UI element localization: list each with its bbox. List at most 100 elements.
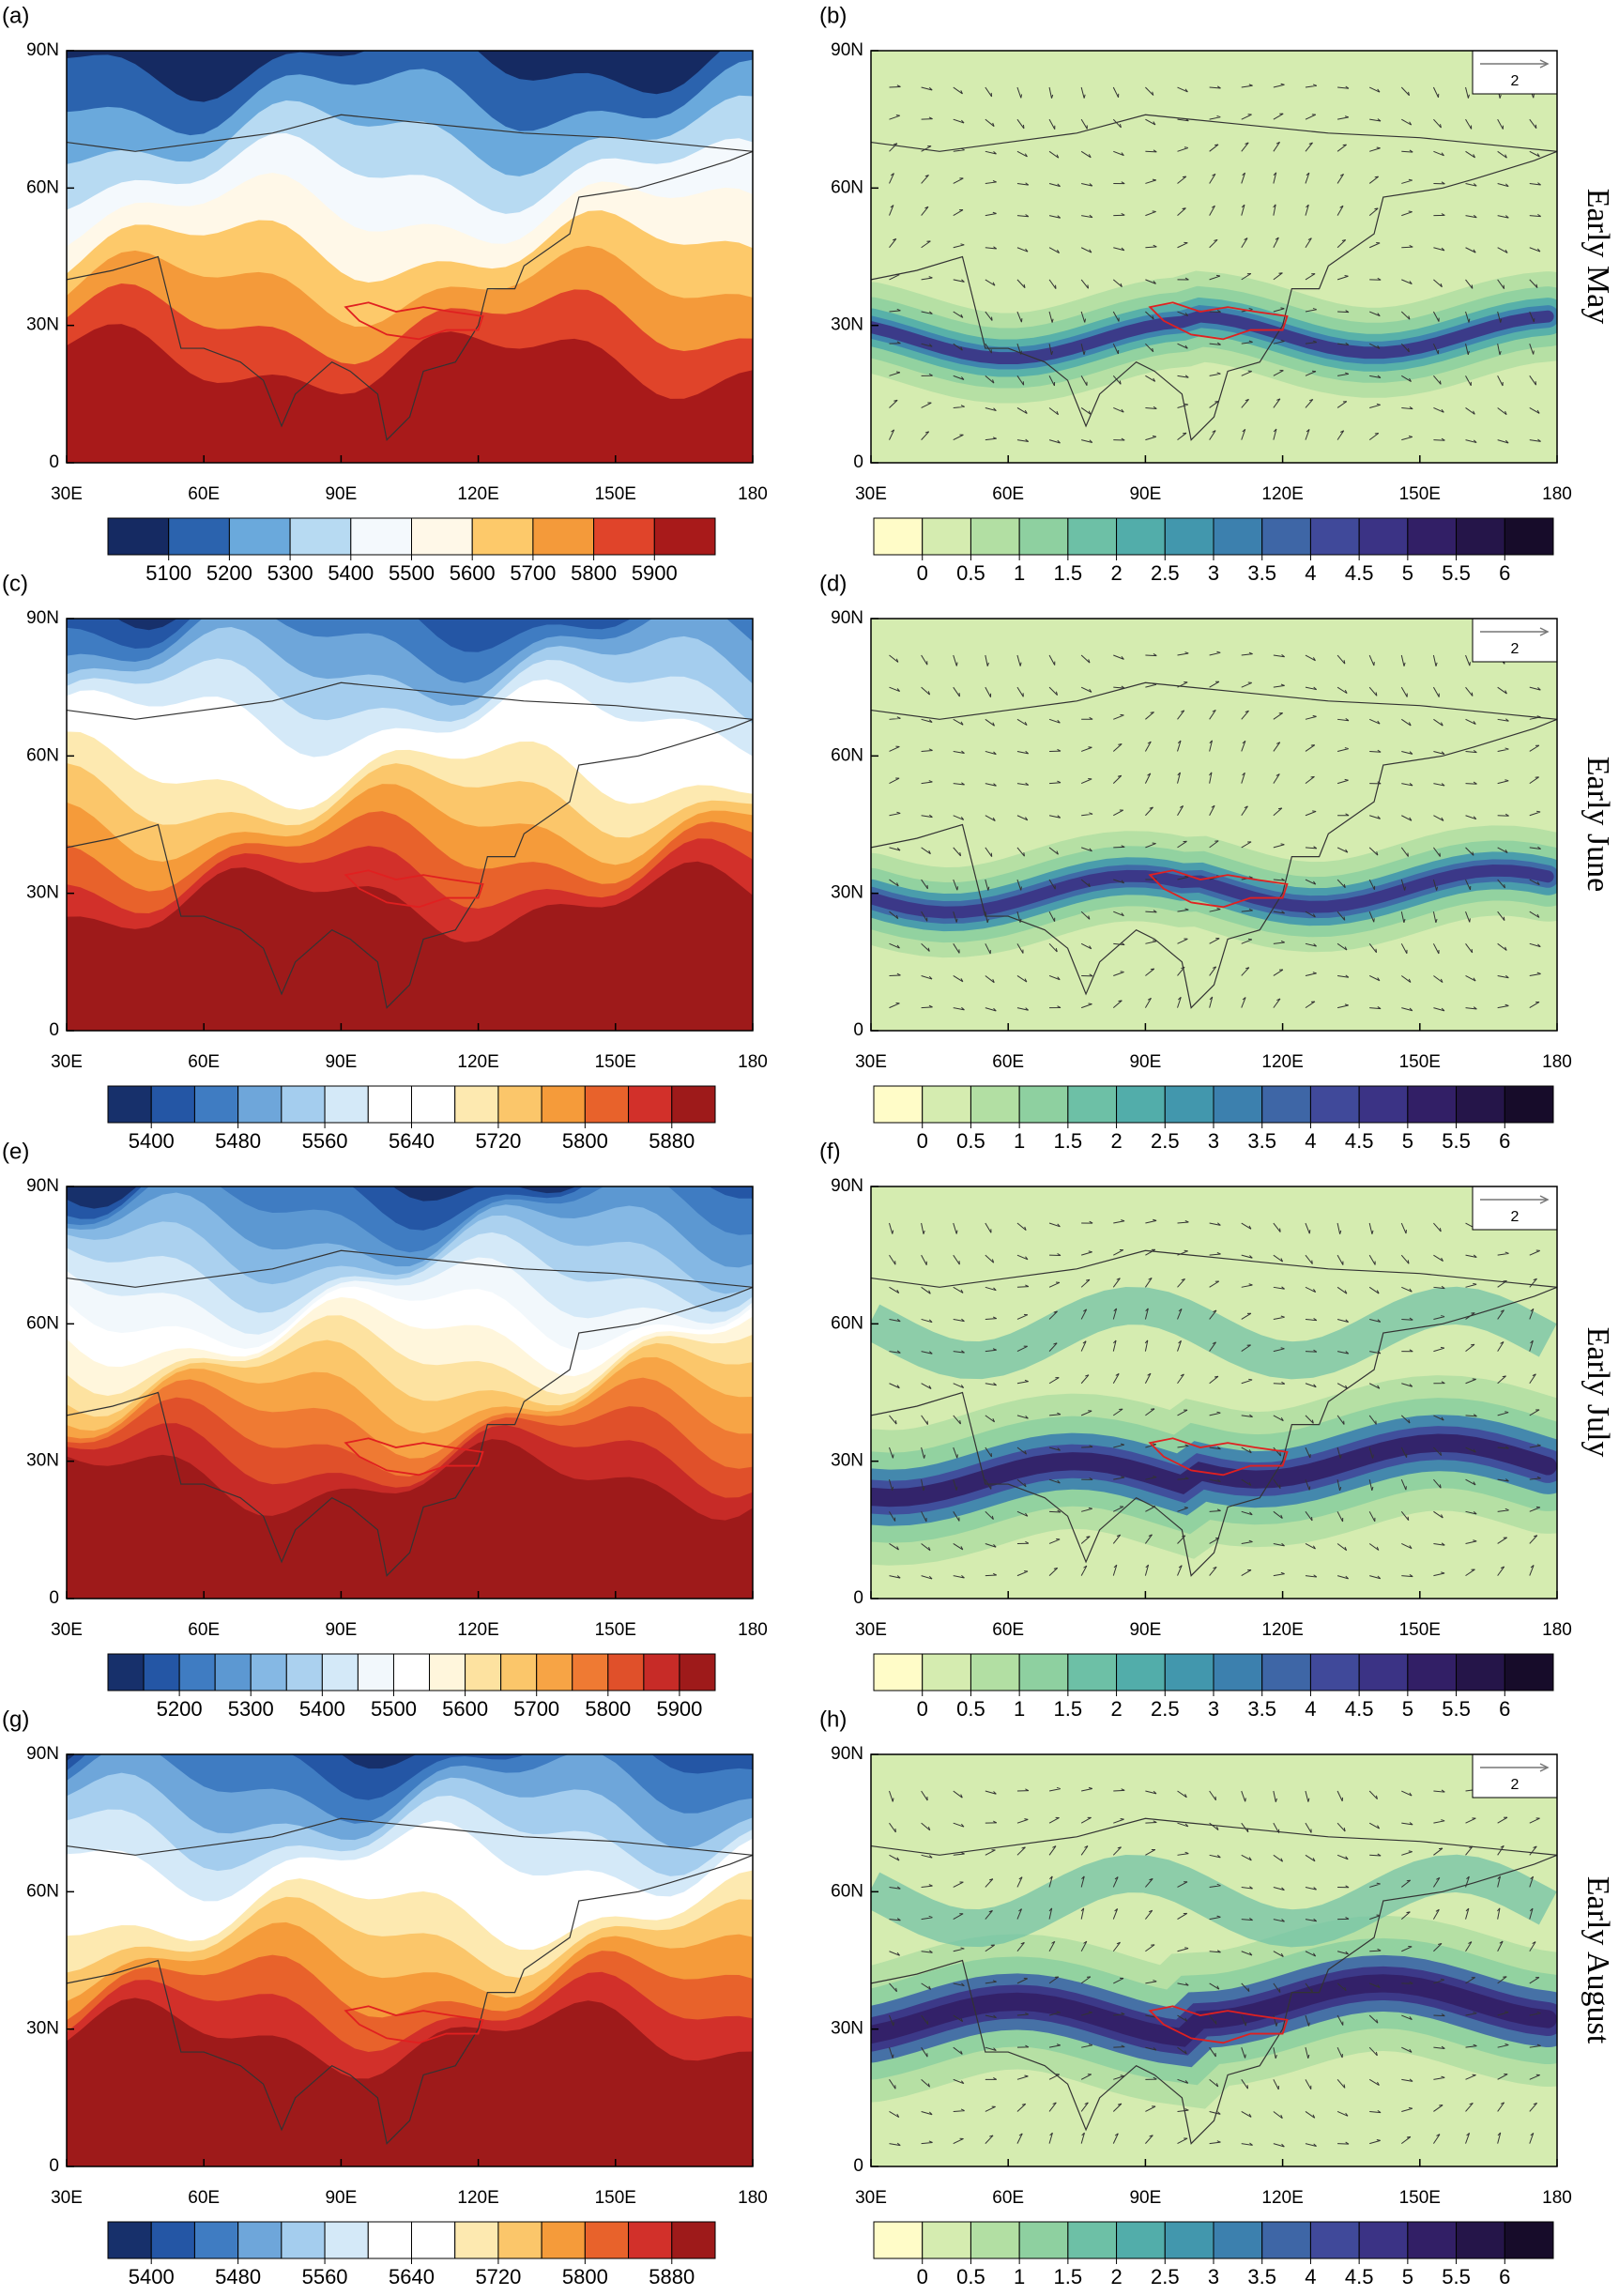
colorbar-label: 5560: [302, 1129, 348, 1153]
colorbar-label: 6: [1499, 561, 1510, 585]
colorbar-label: 5900: [656, 1697, 702, 1721]
map-frame: [870, 618, 1558, 1032]
colorbar-label: 5400: [299, 1697, 345, 1721]
colorbar-label: 1: [1014, 1129, 1025, 1153]
study-region: [344, 1437, 484, 1477]
colorbar-box: [150, 1085, 195, 1124]
map-frame: [66, 1753, 754, 2167]
colorbar-box: [1309, 517, 1360, 556]
wind-vectors: [889, 651, 1541, 1012]
x-tick-label: 90E: [1129, 1620, 1161, 1640]
colorbar-label: 5800: [562, 1129, 608, 1153]
colorbar-box: [497, 2221, 542, 2259]
colorbar-label: 4.5: [1345, 1697, 1374, 1721]
colorbar-box: [367, 2221, 412, 2259]
y-tick-label: 0: [49, 1020, 59, 1040]
colorbar-label: 0.5: [956, 2265, 985, 2288]
x-tick-label: 150E: [595, 1620, 636, 1640]
colorbar-label: 2: [1110, 561, 1122, 585]
map-frame: [870, 50, 1558, 464]
colorbar-box: [1261, 517, 1311, 556]
colorbar-label: 5400: [328, 561, 374, 585]
colorbar-box: [1261, 1653, 1311, 1691]
colorbar-box: [228, 517, 291, 556]
y-tick-label: 60N: [26, 1881, 59, 1901]
coastline: [67, 718, 753, 1009]
reference-arrow-head: [1539, 1195, 1550, 1204]
y-tick-label: 60N: [26, 177, 59, 197]
y-tick-label: 60N: [26, 745, 59, 765]
study-region: [1148, 2005, 1289, 2044]
reference-label: 2: [1511, 641, 1520, 657]
colorbar-box: [1407, 2221, 1458, 2259]
x-tick-label: 150E: [1399, 484, 1441, 504]
colorbar-box: [324, 2221, 369, 2259]
panel-label: (d): [819, 571, 847, 596]
colorbar-label: 5700: [513, 1697, 559, 1721]
colorbar-label: 0: [917, 1697, 928, 1721]
colorbar-box: [237, 1085, 283, 1124]
panel-label: (f): [819, 1139, 841, 1164]
x-tick-label: 90E: [325, 1620, 357, 1640]
colorbar-label: 5600: [450, 561, 496, 585]
row-label: Early July: [1581, 1327, 1615, 1458]
colorbar-box: [584, 1085, 630, 1124]
colorbar-label: 0.5: [956, 1129, 985, 1153]
colorbar-box: [1116, 2221, 1166, 2259]
colorbar-label: 5500: [389, 561, 435, 585]
panel-label: (h): [819, 1707, 847, 1732]
reference-arrow-head: [1539, 1763, 1550, 1772]
y-tick-label: 60N: [831, 1881, 863, 1901]
y-tick-label: 90N: [26, 1744, 59, 1764]
x-tick-label: 180: [1542, 2188, 1572, 2208]
colorbar-label: 5100: [145, 561, 191, 585]
colorbar-label: 4.5: [1345, 561, 1374, 585]
reference-box: [1472, 1753, 1558, 1799]
wind-vectors: [889, 1786, 1541, 2148]
x-tick-label: 30E: [51, 2188, 83, 2208]
field-background: [871, 51, 1557, 463]
colorbar-box: [1116, 1653, 1166, 1691]
panel-label: (c): [2, 571, 28, 596]
colorbar-label: 5.5: [1442, 561, 1471, 585]
x-tick-label: 150E: [1399, 1052, 1441, 1072]
colorbar-box: [281, 2221, 326, 2259]
coastline: [67, 1817, 753, 1856]
x-tick-label: 180: [738, 2188, 768, 2208]
y-tick-label: 0: [49, 1588, 59, 1608]
colorbar-label: 2: [1110, 2265, 1122, 2288]
colorbar-box: [237, 2221, 283, 2259]
colorbar-label: 4: [1305, 561, 1316, 585]
colorbar-box: [411, 2221, 456, 2259]
x-tick-label: 60E: [188, 1620, 220, 1640]
x-tick-label: 60E: [992, 1620, 1024, 1640]
x-tick-label: 90E: [325, 2188, 357, 2208]
colorbar-box: [1358, 517, 1409, 556]
colorbar-box: [628, 2221, 673, 2259]
reference-arrow-head: [1539, 627, 1550, 636]
colorbar-box: [1116, 1085, 1166, 1124]
x-tick-label: 90E: [325, 484, 357, 504]
colorbar-label: 5480: [215, 2265, 261, 2288]
colorbar-box: [107, 517, 170, 556]
colorbar-label: 5720: [475, 1129, 521, 1153]
x-tick-label: 60E: [992, 484, 1024, 504]
coastline: [67, 114, 753, 152]
colorbar-label: 0: [917, 2265, 928, 2288]
colorbar-label: 1.5: [1054, 2265, 1083, 2288]
y-tick-label: 60N: [831, 177, 863, 197]
coastline: [871, 681, 1557, 720]
colorbar-label: 5: [1402, 2265, 1413, 2288]
panel-label: (g): [2, 1707, 29, 1732]
colorbar-label: 5: [1402, 561, 1413, 585]
y-tick-label: 60N: [831, 745, 863, 765]
y-tick-label: 30N: [26, 2019, 59, 2039]
colorbar-box: [1504, 1085, 1554, 1124]
x-tick-label: 90E: [1129, 1052, 1161, 1072]
colorbar-label: 5720: [475, 2265, 521, 2288]
colorbar-box: [970, 1085, 1020, 1124]
colorbar-box: [593, 517, 655, 556]
colorbar-box: [1504, 517, 1554, 556]
y-tick-label: 90N: [831, 1744, 863, 1764]
